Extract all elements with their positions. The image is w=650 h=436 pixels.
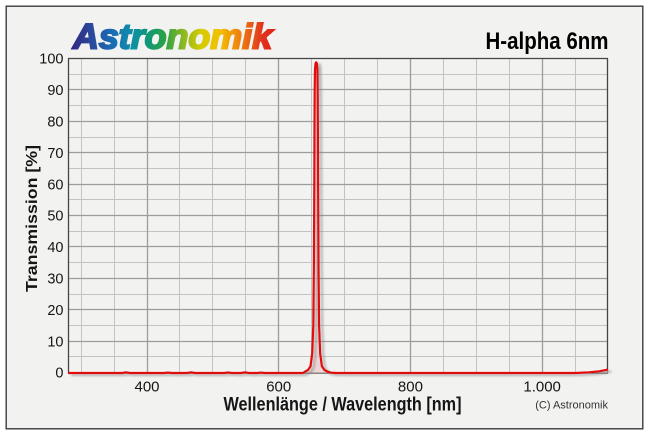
svg-text:Transmission [%]: Transmission [%] [24, 145, 41, 292]
svg-text:80: 80 [47, 115, 63, 131]
svg-text:30: 30 [47, 272, 63, 288]
svg-text:50: 50 [47, 209, 63, 225]
svg-text:0: 0 [55, 366, 63, 382]
svg-text:90: 90 [47, 83, 63, 99]
svg-text:Wellenlänge / Wavelength [nm]: Wellenlänge / Wavelength [nm] [224, 395, 462, 416]
svg-text:400: 400 [135, 378, 160, 395]
svg-text:100: 100 [39, 52, 63, 68]
svg-text:10: 10 [47, 334, 63, 350]
svg-text:(C) Astronomik: (C) Astronomik [535, 400, 608, 412]
svg-text:70: 70 [47, 146, 63, 162]
svg-text:1.000: 1.000 [523, 378, 561, 395]
svg-text:20: 20 [47, 303, 63, 319]
svg-text:H-alpha 6nm: H-alpha 6nm [486, 28, 609, 55]
svg-text:60: 60 [47, 177, 63, 193]
svg-text:600: 600 [266, 378, 291, 395]
svg-text:800: 800 [398, 378, 423, 395]
svg-text:Astronomik: Astronomik [72, 18, 274, 57]
svg-text:40: 40 [47, 240, 63, 256]
